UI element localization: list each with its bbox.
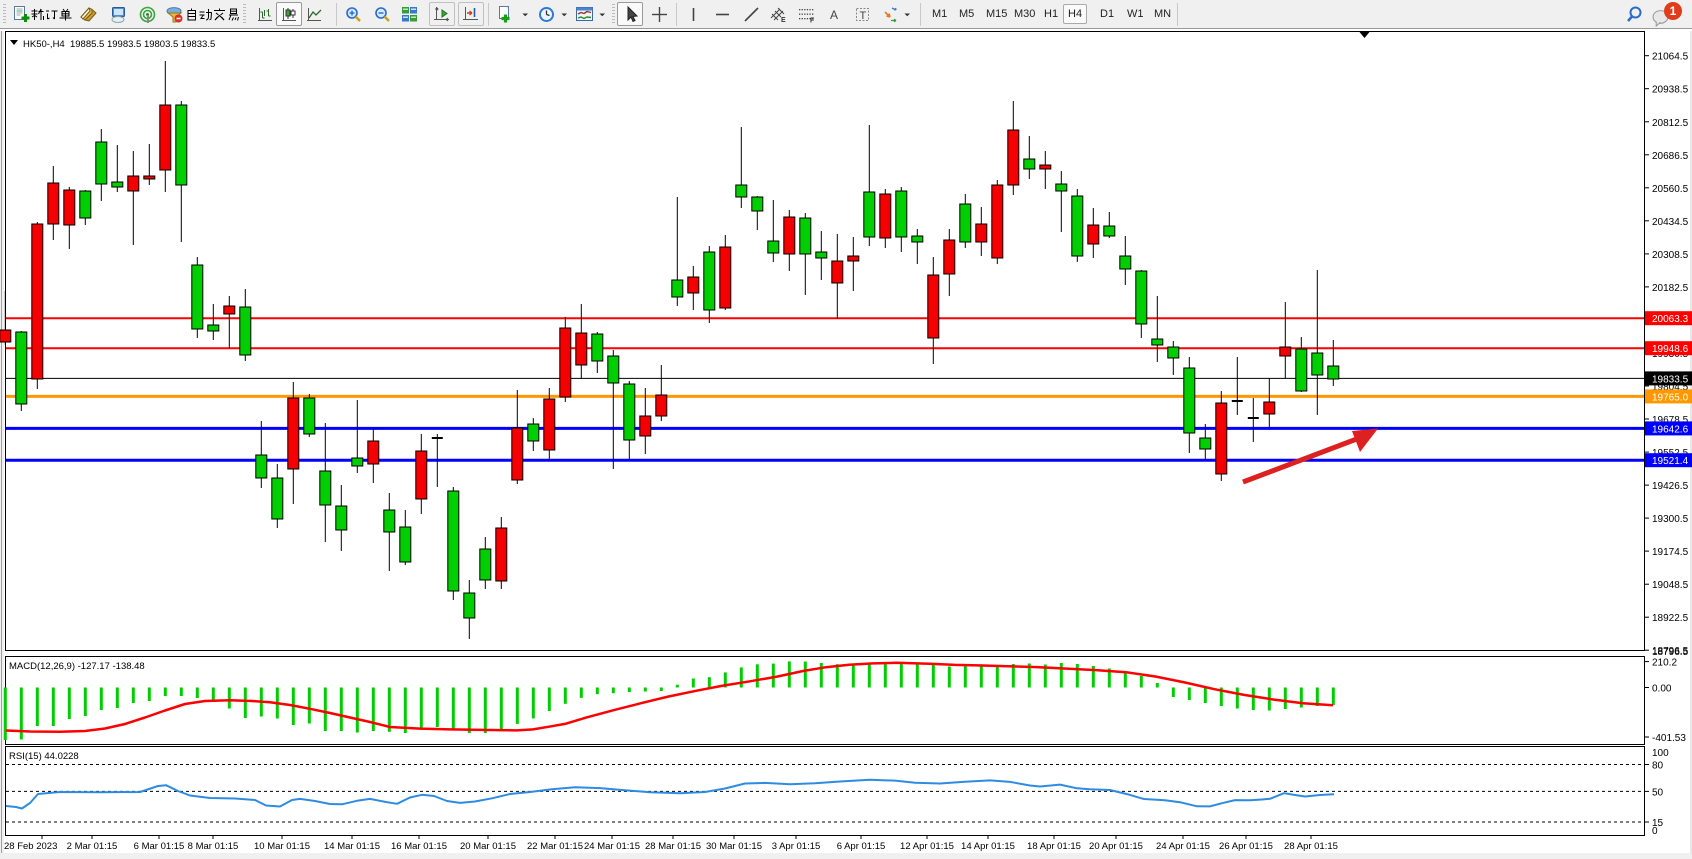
svg-text:28 Mar 01:15: 28 Mar 01:15 (645, 841, 701, 852)
svg-text:19174.5: 19174.5 (1652, 547, 1689, 558)
svg-text:14 Mar 01:15: 14 Mar 01:15 (324, 841, 380, 852)
svg-text:18796.5: 18796.5 (1652, 647, 1689, 658)
svg-text:20063.3: 20063.3 (1652, 314, 1689, 325)
svg-text:28 Apr 01:15: 28 Apr 01:15 (1284, 841, 1338, 852)
svg-text:15: 15 (1652, 818, 1664, 829)
svg-text:16 Mar 01:15: 16 Mar 01:15 (391, 841, 447, 852)
svg-text:T: T (860, 10, 867, 22)
svg-text:18922.5: 18922.5 (1652, 613, 1689, 624)
svg-text:19765.0: 19765.0 (1652, 392, 1689, 403)
svg-text:14 Apr 01:15: 14 Apr 01:15 (961, 841, 1015, 852)
svg-text:18796.5: 18796.5 (1652, 646, 1689, 657)
svg-text:19048.5: 19048.5 (1652, 580, 1689, 591)
svg-text:8 Mar 01:15: 8 Mar 01:15 (188, 841, 239, 852)
svg-text:80: 80 (1652, 761, 1664, 772)
svg-text:6 Mar 01:15: 6 Mar 01:15 (134, 841, 185, 852)
svg-text:20182.5: 20182.5 (1652, 283, 1689, 294)
svg-text:20 Apr 01:15: 20 Apr 01:15 (1089, 841, 1143, 852)
svg-text:19678.5: 19678.5 (1652, 415, 1689, 426)
svg-text:HK50-,H4 19885.5 19983.5 1980: HK50-,H4 19885.5 19983.5 19803.5 19833.5 (23, 39, 215, 50)
svg-text:20938.5: 20938.5 (1652, 85, 1689, 96)
svg-text:210.2: 210.2 (1652, 658, 1677, 669)
svg-text:MACD(12,26,9) -127.17 -138.48: MACD(12,26,9) -127.17 -138.48 (9, 661, 145, 672)
svg-text:12 Apr 01:15: 12 Apr 01:15 (900, 841, 954, 852)
svg-text:20 Mar 01:15: 20 Mar 01:15 (460, 841, 516, 852)
svg-text:19521.4: 19521.4 (1652, 456, 1689, 467)
svg-text:24 Mar 01:15: 24 Mar 01:15 (584, 841, 640, 852)
svg-text:6 Apr 01:15: 6 Apr 01:15 (837, 841, 886, 852)
svg-text:28 Feb 2023: 28 Feb 2023 (4, 841, 57, 852)
svg-text:0.00: 0.00 (1652, 684, 1672, 695)
svg-text:A: A (830, 8, 838, 22)
svg-text:10 Mar 01:15: 10 Mar 01:15 (254, 841, 310, 852)
svg-text:E: E (781, 17, 786, 23)
svg-text:19833.5: 19833.5 (1652, 374, 1689, 385)
svg-text:50: 50 (1652, 787, 1664, 798)
svg-text:19948.6: 19948.6 (1652, 344, 1689, 355)
svg-text:2 Mar 01:15: 2 Mar 01:15 (67, 841, 118, 852)
svg-text:20812.5: 20812.5 (1652, 118, 1689, 129)
svg-text:19642.6: 19642.6 (1652, 424, 1689, 435)
svg-text:19426.5: 19426.5 (1652, 481, 1689, 492)
svg-text:22 Mar 01:15: 22 Mar 01:15 (527, 841, 583, 852)
svg-text:20686.5: 20686.5 (1652, 151, 1689, 162)
svg-text:21064.5: 21064.5 (1652, 52, 1689, 63)
svg-text:24 Apr 01:15: 24 Apr 01:15 (1156, 841, 1210, 852)
svg-text:26 Apr 01:15: 26 Apr 01:15 (1219, 841, 1273, 852)
svg-text:19300.5: 19300.5 (1652, 514, 1689, 525)
svg-text:30 Mar 01:15: 30 Mar 01:15 (706, 841, 762, 852)
svg-text:0: 0 (1652, 826, 1658, 837)
svg-text:20434.5: 20434.5 (1652, 217, 1689, 228)
svg-text:3 Apr 01:15: 3 Apr 01:15 (772, 841, 821, 852)
svg-text:20308.5: 20308.5 (1652, 250, 1689, 261)
svg-text:F: F (810, 18, 815, 24)
svg-text:RSI(15) 44.0228: RSI(15) 44.0228 (9, 751, 79, 762)
svg-text:-401.53: -401.53 (1652, 733, 1686, 744)
svg-text:19804.5: 19804.5 (1652, 382, 1689, 393)
svg-text:18 Apr 01:15: 18 Apr 01:15 (1027, 841, 1081, 852)
svg-text:100: 100 (1652, 748, 1669, 759)
svg-text:20560.5: 20560.5 (1652, 184, 1689, 195)
